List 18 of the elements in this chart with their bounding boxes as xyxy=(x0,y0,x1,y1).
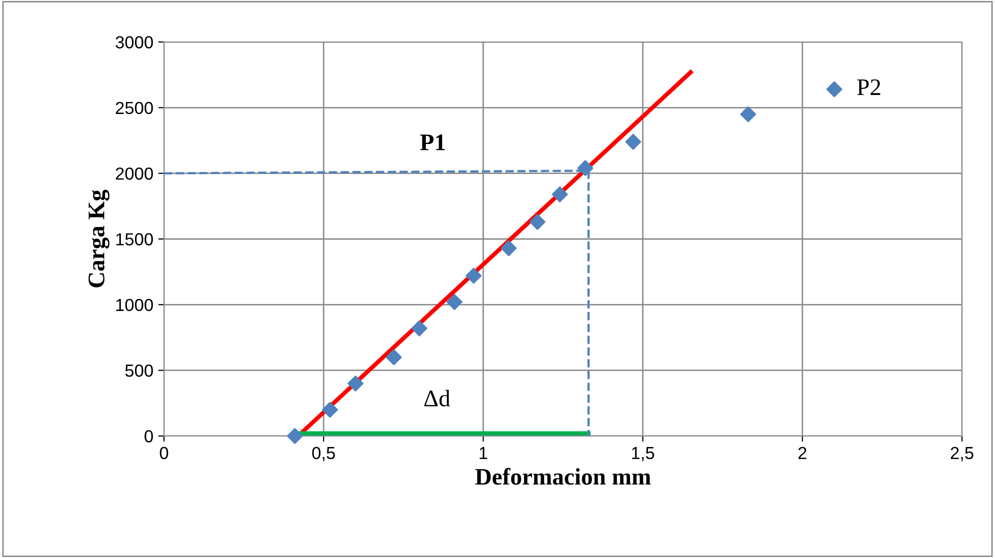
x-tick-label: 1,5 xyxy=(632,447,654,462)
x-tick-label: 0 xyxy=(160,446,168,460)
y-tick-label: 2000 xyxy=(116,168,153,180)
y-tick-label: 1500 xyxy=(116,233,153,246)
y-axis-title: Carga Kg xyxy=(88,190,110,288)
y-tick-label: 2500 xyxy=(116,102,153,114)
x-tick-label: 2 xyxy=(798,446,806,459)
y-tick-label: 500 xyxy=(125,364,153,377)
y-tick-label: 3000 xyxy=(116,36,153,48)
x-tick-label: 2,5 xyxy=(950,446,974,462)
x-tick-label: 0,5 xyxy=(312,446,335,462)
annotation: P1 xyxy=(420,134,445,150)
x-axis-title: Deformacion mm xyxy=(475,468,651,485)
annotation: Δd xyxy=(424,390,450,406)
y-tick-label: 1000 xyxy=(116,298,153,312)
y-tick-label: 0 xyxy=(144,430,153,442)
annotation: P2 xyxy=(857,79,880,95)
x-tick-label: 1 xyxy=(480,447,488,459)
